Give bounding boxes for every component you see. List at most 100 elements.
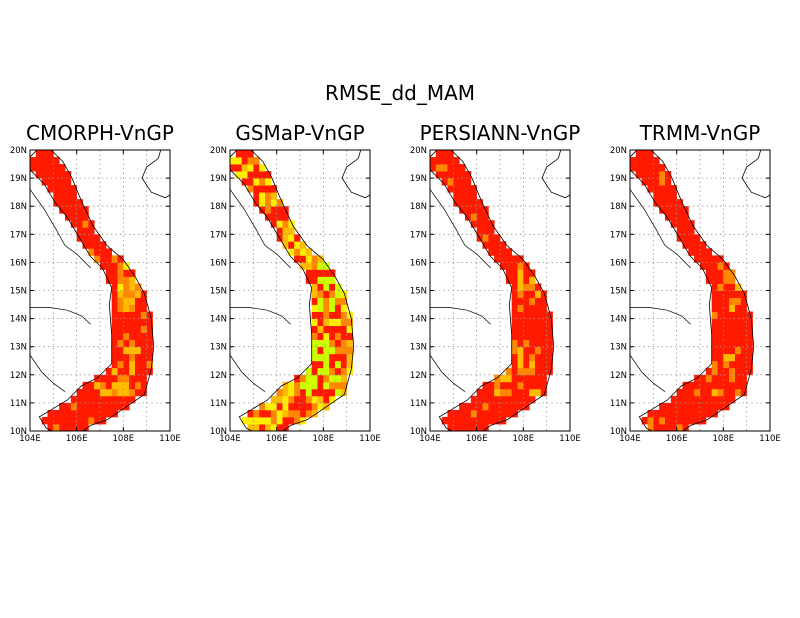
data-cell bbox=[259, 199, 266, 207]
data-cell bbox=[511, 269, 518, 277]
data-cell bbox=[711, 269, 718, 277]
data-cell bbox=[276, 416, 283, 425]
data-cell bbox=[59, 416, 66, 425]
data-cell bbox=[447, 185, 454, 193]
data-cell bbox=[30, 164, 37, 172]
data-cell bbox=[711, 332, 718, 341]
data-cell bbox=[441, 150, 448, 158]
data-cell bbox=[523, 367, 530, 376]
data-cell bbox=[117, 255, 124, 263]
x-tick-label: 108E bbox=[713, 434, 735, 444]
data-cell bbox=[140, 374, 148, 383]
data-cell bbox=[317, 367, 324, 376]
data-cell bbox=[88, 395, 95, 404]
data-cell bbox=[682, 241, 689, 249]
data-cell bbox=[105, 276, 113, 284]
data-cell bbox=[47, 178, 54, 186]
data-cell bbox=[647, 409, 654, 418]
data-cell bbox=[465, 171, 472, 179]
data-cell bbox=[494, 234, 501, 242]
data-cell bbox=[540, 353, 548, 362]
data-cell bbox=[476, 395, 483, 404]
data-cell bbox=[135, 297, 142, 305]
data-cell bbox=[235, 164, 243, 172]
data-cell bbox=[505, 409, 513, 418]
data-cell bbox=[70, 213, 78, 221]
data-cell bbox=[488, 402, 495, 411]
data-cell bbox=[500, 395, 507, 404]
data-cell bbox=[117, 346, 124, 355]
data-cell bbox=[494, 248, 501, 256]
data-cell bbox=[511, 346, 518, 355]
data-cell bbox=[146, 367, 153, 376]
data-cell bbox=[317, 283, 324, 291]
y-tick-label: 14N bbox=[210, 315, 227, 325]
data-cell bbox=[70, 395, 78, 404]
data-cell bbox=[323, 297, 330, 305]
data-cell bbox=[647, 171, 654, 179]
data-cell bbox=[529, 304, 536, 312]
data-cell bbox=[294, 402, 301, 411]
data-cell bbox=[700, 262, 707, 270]
y-tick-label: 19N bbox=[410, 174, 427, 184]
data-cell bbox=[76, 227, 83, 235]
data-cell bbox=[665, 185, 672, 193]
data-cell bbox=[335, 353, 342, 362]
data-cell bbox=[129, 325, 136, 334]
data-cell bbox=[729, 346, 736, 355]
data-cell bbox=[111, 283, 118, 291]
y-tick-label: 16N bbox=[610, 258, 627, 268]
data-cell bbox=[276, 213, 283, 221]
data-cell bbox=[682, 213, 689, 221]
data-cell bbox=[111, 262, 118, 270]
data-cell bbox=[435, 171, 443, 179]
data-cell bbox=[140, 339, 148, 348]
data-cell bbox=[700, 381, 707, 390]
data-cell bbox=[711, 311, 718, 319]
data-cell bbox=[665, 206, 672, 214]
data-cell bbox=[259, 206, 266, 214]
data-cell bbox=[700, 409, 707, 418]
data-cell bbox=[540, 339, 548, 348]
data-cell bbox=[453, 171, 460, 179]
data-cell bbox=[100, 262, 107, 270]
data-cell bbox=[540, 346, 548, 355]
data-cell bbox=[288, 402, 295, 411]
data-cell bbox=[523, 339, 530, 348]
data-cell bbox=[488, 395, 495, 404]
data-cell bbox=[140, 388, 148, 397]
data-cell bbox=[270, 423, 278, 431]
data-cell bbox=[105, 395, 113, 404]
data-cell bbox=[659, 206, 666, 214]
data-cell bbox=[729, 325, 736, 334]
data-cell bbox=[265, 409, 272, 418]
data-cell bbox=[76, 409, 83, 418]
data-cell bbox=[247, 409, 254, 418]
data-cell bbox=[311, 374, 318, 383]
data-cell bbox=[546, 339, 553, 348]
data-cell bbox=[535, 325, 542, 334]
data-cell bbox=[482, 402, 489, 411]
data-cell bbox=[688, 381, 695, 390]
x-tick-label: 108E bbox=[313, 434, 335, 444]
data-cell bbox=[705, 409, 713, 418]
data-cell bbox=[459, 409, 466, 418]
data-cell bbox=[317, 325, 324, 334]
data-cell bbox=[329, 353, 336, 362]
data-cell bbox=[340, 360, 348, 369]
data-cell bbox=[288, 388, 295, 397]
data-cell bbox=[140, 367, 148, 376]
data-cell bbox=[517, 360, 524, 369]
data-cell bbox=[488, 409, 495, 418]
data-cell bbox=[329, 304, 336, 312]
data-cell bbox=[140, 360, 148, 369]
data-cell bbox=[111, 304, 118, 312]
map-panel-0: 10N 11N 12N 13N 14N 15N 16N 17N 18N 19N 20N 104E 106… bbox=[10, 146, 181, 444]
data-cell bbox=[717, 283, 724, 291]
data-cell bbox=[529, 290, 536, 298]
data-cell bbox=[105, 248, 113, 256]
data-cell bbox=[294, 234, 301, 242]
data-cell bbox=[653, 171, 660, 179]
data-cell bbox=[470, 192, 478, 200]
data-cell bbox=[323, 325, 330, 334]
